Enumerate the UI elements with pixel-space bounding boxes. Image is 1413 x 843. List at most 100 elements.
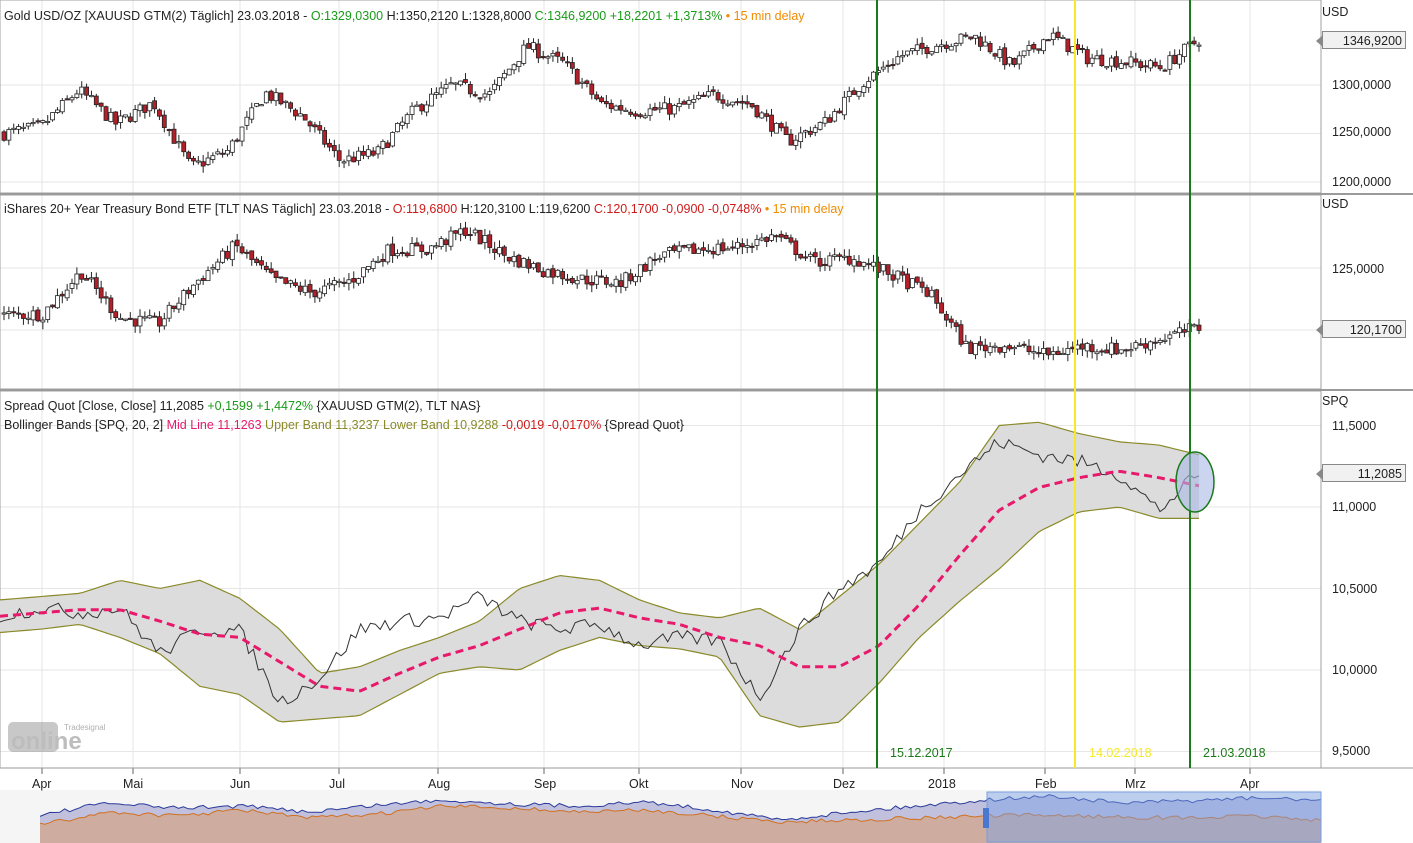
tlt-unit-label: USD [1322, 197, 1349, 211]
gold-candle-body [642, 115, 648, 119]
tlt-candle-body [1094, 351, 1100, 355]
tlt-candle-body [730, 246, 736, 249]
tlt-candle-body [735, 241, 740, 249]
gold-candle-body [1167, 55, 1173, 70]
gold-candle-body [283, 100, 289, 103]
gold-candle-body [74, 93, 80, 98]
tlt-candle-body [1080, 343, 1085, 350]
gold-candle-body [181, 141, 187, 153]
tlt-candle-body [647, 257, 653, 271]
tlt-candle-body [900, 271, 906, 276]
tlt-candle-body [84, 277, 89, 281]
navigator-tlt-area [40, 804, 1321, 843]
gold-candle-body [764, 113, 770, 117]
tlt-candle-body [64, 289, 70, 299]
gold-candle-body [555, 51, 561, 57]
gold-candle-body [186, 151, 191, 159]
tlt-candle-body [1046, 347, 1051, 356]
date-markers [876, 0, 1191, 768]
gold-candle-body [458, 80, 464, 86]
tlt-candle-body [856, 261, 862, 267]
gold-candle-body [161, 114, 167, 128]
tlt-header-close: C:120,1700 -0,0900 -0,0748% [590, 202, 762, 216]
tlt-candle-body [191, 284, 196, 295]
tlt-candle-body [686, 244, 692, 249]
gold-candle-body [744, 101, 750, 105]
spread-unit-label: SPQ [1322, 394, 1349, 408]
gold-candle-body [1021, 50, 1027, 57]
logo-box [8, 722, 58, 752]
tlt-candle-body [118, 317, 123, 320]
gold-candle-body [137, 104, 143, 112]
gold-candle-body [191, 157, 196, 162]
gold-candle-body [98, 102, 104, 107]
gold-candle-body [1065, 38, 1071, 52]
tlt-candle-body [142, 316, 148, 319]
gold-candle-body [851, 90, 857, 95]
gold-candle-body [987, 43, 993, 53]
tlt-candle-body [157, 316, 162, 327]
spread-lines [0, 438, 1200, 705]
gold-candle-body [1031, 43, 1037, 50]
gold-candle-body [385, 142, 391, 149]
month-label: Jun [230, 777, 251, 791]
navigator-window[interactable] [986, 791, 1322, 843]
tlt-candle-body [788, 237, 794, 243]
tlt-candle-body [234, 239, 240, 247]
tlt-candle-body [30, 310, 36, 321]
gold-candle-body [608, 102, 614, 110]
tlt-candle-body [841, 255, 847, 258]
tlt-candle-body [1055, 350, 1061, 356]
gold-candle-body [856, 91, 862, 97]
tlt-candle-body [220, 250, 225, 263]
gold-candle-body [64, 98, 70, 101]
tlt-candle-body [113, 311, 119, 319]
gold-candle-body [16, 126, 21, 130]
navigator-overview[interactable] [0, 790, 1322, 843]
month-label: 2018 [928, 777, 956, 791]
tlt-candle-body [433, 245, 439, 248]
gold-candle-body [1128, 56, 1134, 68]
tlt-candle-body [268, 268, 274, 273]
tlt-candle-body [443, 239, 449, 246]
tlt-candle-body [555, 269, 561, 277]
tlt-candle-body [186, 289, 191, 295]
tlt-candle-body [322, 285, 328, 295]
gold-candle-body [691, 99, 697, 103]
gold-candle-body [929, 51, 935, 55]
tlt-candle-body [725, 248, 731, 251]
tlt-candle-body [1021, 343, 1027, 346]
tlt-candle-body [50, 304, 55, 308]
gold-candle-body [395, 123, 400, 133]
gold-candle-body [312, 124, 318, 128]
tlt-candle-body [356, 278, 362, 284]
tlt-candle-body [628, 273, 634, 282]
spread-header-value: 11,2085 [159, 399, 204, 413]
tlt-candle-body [225, 250, 230, 259]
navigator-window-handle[interactable] [983, 808, 989, 828]
gold-header-close: C:1346,9200 +18,2201 +1,3713% [531, 9, 723, 23]
gold-candle-body [827, 117, 833, 123]
gold-candle-body [307, 121, 313, 127]
tlt-header: iShares 20+ Year Treasury Bond ETF [TLT … [4, 202, 844, 216]
tlt-candle-body [618, 280, 624, 288]
gold-candle-body [380, 140, 386, 149]
tlt-candle-body [385, 244, 391, 263]
gold-candle-body [1143, 65, 1148, 68]
spread-ytick: 11,5000 [1332, 419, 1377, 433]
tlt-candle-body [395, 253, 400, 257]
gold-candle-body [268, 90, 274, 101]
month-label: Apr [32, 777, 52, 791]
gold-candle-body [1, 131, 7, 141]
gold-candle-body [773, 123, 779, 134]
tlt-candle-body [327, 282, 332, 286]
logo-text: online [11, 728, 82, 755]
tlt-candle-body [676, 245, 682, 252]
tlt-candle-body [307, 284, 313, 293]
gold-candle-body [113, 111, 119, 125]
tlt-candle-body [239, 246, 245, 254]
tlt-candle-body [288, 280, 294, 284]
tlt-candle-body [924, 287, 930, 297]
tlt-candle-body [953, 322, 959, 327]
tlt-candle-body [769, 234, 774, 241]
